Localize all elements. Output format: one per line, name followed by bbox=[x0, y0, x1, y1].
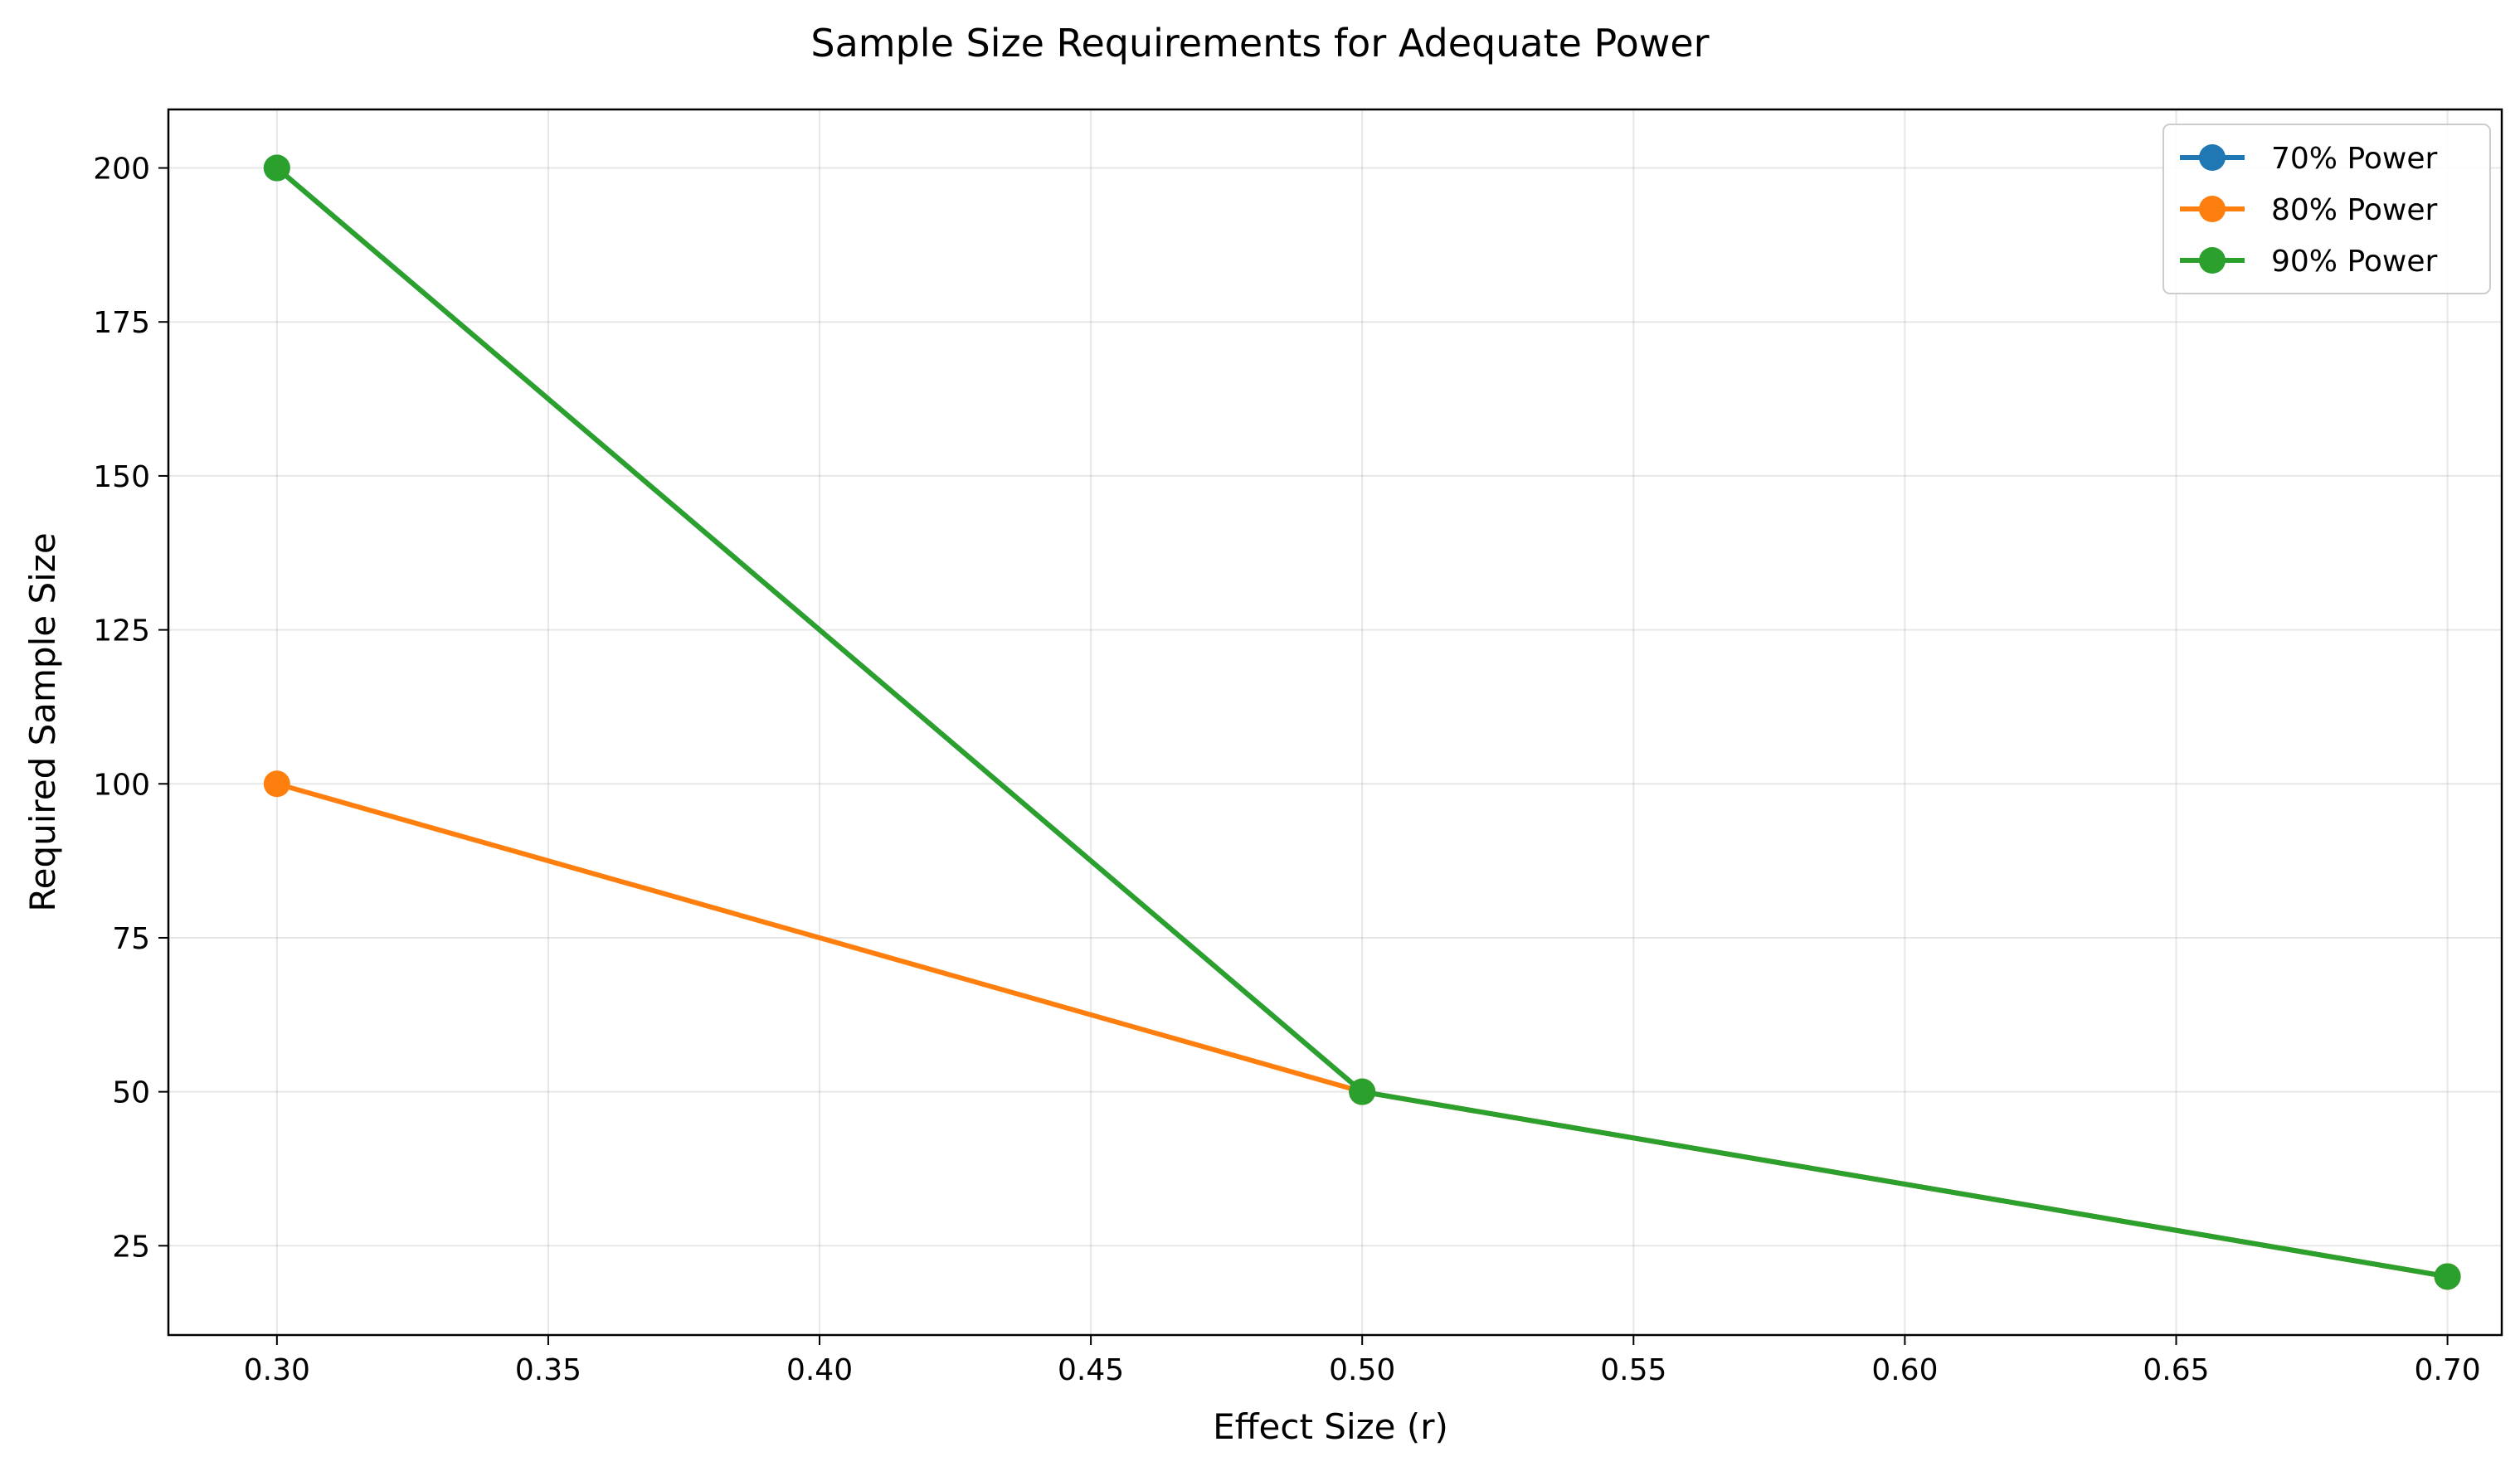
legend-label: 70% Power bbox=[2271, 142, 2438, 176]
y-tick-label: 150 bbox=[93, 460, 150, 494]
x-tick-label: 0.60 bbox=[1871, 1353, 1938, 1387]
y-tick-label: 25 bbox=[112, 1230, 150, 1264]
data-point bbox=[2434, 1263, 2461, 1290]
axis-ticks: 0.30 0.35 0.40 0.45 0.50 0.55 0.60 0.65 0.70 25 50… bbox=[93, 153, 2480, 1387]
data-point bbox=[263, 154, 290, 182]
x-tick-label: 0.50 bbox=[1329, 1353, 1395, 1387]
legend-box bbox=[2162, 124, 2491, 294]
y-tick-label: 125 bbox=[93, 614, 150, 648]
plot-frame bbox=[167, 108, 2503, 1337]
legend-swatch-marker bbox=[2199, 247, 2226, 274]
x-tick-label: 0.55 bbox=[1600, 1353, 1666, 1387]
legend-label: 80% Power bbox=[2271, 193, 2438, 227]
chart-title: Sample Size Requirements for Adequate Po… bbox=[810, 21, 1709, 66]
x-tick-label: 0.45 bbox=[1058, 1353, 1124, 1387]
legend-label: 90% Power bbox=[2271, 245, 2438, 279]
grid bbox=[168, 109, 2502, 1335]
x-tick-label: 0.65 bbox=[2143, 1353, 2209, 1387]
x-tick-label: 0.40 bbox=[786, 1353, 853, 1387]
x-tick-label: 0.35 bbox=[515, 1353, 581, 1387]
legend-swatch-marker bbox=[2199, 144, 2226, 171]
y-tick-label: 175 bbox=[93, 306, 150, 340]
y-axis-label: Required Sample Size bbox=[22, 532, 63, 911]
series-lines bbox=[263, 154, 2461, 1290]
legend-swatch-marker bbox=[2199, 196, 2226, 222]
data-point bbox=[1349, 1078, 1376, 1105]
x-tick-label: 0.30 bbox=[244, 1353, 310, 1387]
x-tick-label: 0.70 bbox=[2415, 1353, 2481, 1387]
data-point bbox=[263, 770, 290, 798]
x-axis-label: Effect Size (r) bbox=[1213, 1406, 1448, 1447]
y-tick-label: 50 bbox=[112, 1076, 150, 1110]
legend: 70% Power 80% Power 90% Power bbox=[2162, 124, 2491, 294]
y-tick-label: 100 bbox=[93, 768, 150, 802]
y-tick-label: 75 bbox=[112, 922, 150, 956]
y-tick-label: 200 bbox=[93, 153, 150, 187]
